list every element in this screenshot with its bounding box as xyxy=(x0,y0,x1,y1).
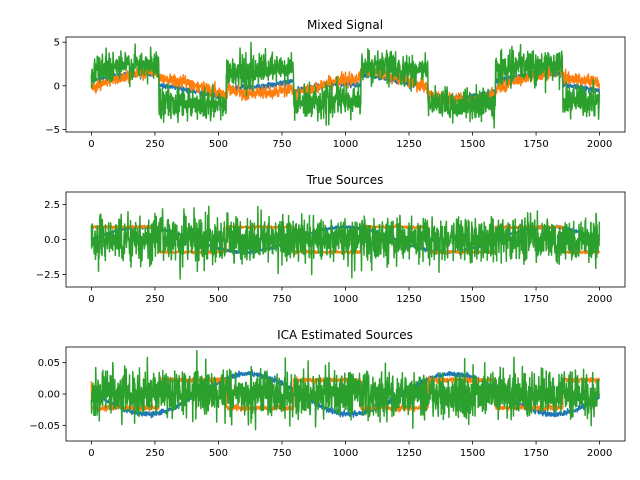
x-tick-label: 0 xyxy=(88,448,94,459)
panel-true-sources: True Sources 0 250 500 750 1000 1250 1500 1750 2… xyxy=(36,173,626,305)
x-tick-label: 1000 xyxy=(333,139,358,150)
x-tick-label: 1500 xyxy=(460,139,485,150)
x-tick-label: 1500 xyxy=(460,294,485,305)
panel-ica-estimated-sources: ICA Estimated Sources 0 250 500 750 1000 1250… xyxy=(29,328,626,459)
x-tick-label: 1250 xyxy=(396,139,421,150)
x-tick-label: 2000 xyxy=(587,139,612,150)
y-tick-label: 0 xyxy=(54,81,60,92)
y-tick-label: 5 xyxy=(54,38,60,49)
x-tick-label: 1250 xyxy=(396,294,421,305)
panel-title: True Sources xyxy=(306,173,384,187)
x-tick-label: 750 xyxy=(272,139,291,150)
x-tick-label: 250 xyxy=(145,294,164,305)
x-tick-label: 0 xyxy=(88,139,94,150)
y-tick-label: −2.5 xyxy=(36,270,60,281)
x-tick-label: 750 xyxy=(272,448,291,459)
axis-ticks: 0 250 500 750 1000 1250 1500 1750 2000 −0.05 0.00 0… xyxy=(29,358,612,459)
panel-title: Mixed Signal xyxy=(307,18,383,32)
x-tick-label: 1250 xyxy=(396,448,421,459)
x-tick-label: 1750 xyxy=(523,139,548,150)
x-tick-label: 250 xyxy=(145,139,164,150)
x-tick-label: 1000 xyxy=(333,294,358,305)
plot-area xyxy=(90,349,601,431)
x-tick-label: 1000 xyxy=(333,448,358,459)
y-tick-label: −5 xyxy=(45,125,60,136)
x-tick-label: 250 xyxy=(145,448,164,459)
plot-area xyxy=(90,205,601,280)
plot-area xyxy=(90,41,601,129)
axes-frame xyxy=(65,191,626,288)
x-tick-label: 750 xyxy=(272,294,291,305)
x-tick-label: 1750 xyxy=(523,448,548,459)
panel-title: ICA Estimated Sources xyxy=(277,328,413,342)
x-tick-label: 500 xyxy=(209,448,228,459)
y-tick-label: −0.05 xyxy=(29,421,60,432)
y-tick-label: 0.00 xyxy=(38,390,60,401)
x-tick-label: 1500 xyxy=(460,448,485,459)
axes-frame xyxy=(65,36,626,133)
y-tick-label: 2.5 xyxy=(44,200,60,211)
x-tick-label: 2000 xyxy=(587,294,612,305)
y-tick-label: 0.0 xyxy=(44,235,60,246)
y-tick-label: 0.05 xyxy=(38,358,60,369)
x-tick-label: 1750 xyxy=(523,294,548,305)
panel-mixed-signal: Mixed Signal 0 250 500 750 1000 1250 1500 1750 2… xyxy=(45,18,626,150)
x-tick-label: 500 xyxy=(209,139,228,150)
axis-ticks: 0 250 500 750 1000 1250 1500 1750 2000 −5 0 5 xyxy=(45,38,612,150)
axes-frame xyxy=(65,346,626,442)
axis-ticks: 0 250 500 750 1000 1250 1500 1750 2000 −2.5 0.0 2.5 xyxy=(36,200,613,305)
x-tick-label: 0 xyxy=(88,294,94,305)
series-line-3 xyxy=(90,205,601,280)
series-line-3 xyxy=(90,349,601,431)
x-tick-label: 500 xyxy=(209,294,228,305)
series-line-3 xyxy=(90,41,601,129)
x-tick-label: 2000 xyxy=(587,448,612,459)
series-line-2 xyxy=(90,61,601,111)
